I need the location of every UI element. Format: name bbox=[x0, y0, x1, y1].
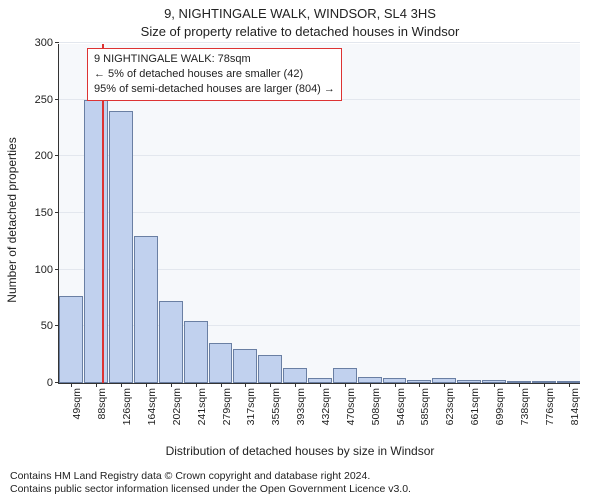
x-tick-mark bbox=[121, 383, 122, 387]
histogram-bar bbox=[84, 100, 108, 383]
x-tick-mark bbox=[270, 383, 271, 387]
chart-title: 9, NIGHTINGALE WALK, WINDSOR, SL4 3HS bbox=[0, 6, 600, 21]
x-tick-mark bbox=[295, 383, 296, 387]
gridline bbox=[59, 212, 580, 213]
footer-text: Contains HM Land Registry data © Crown c… bbox=[10, 470, 411, 496]
y-tick-label: 50 bbox=[41, 320, 53, 332]
footer-line2: Contains public sector information licen… bbox=[10, 483, 411, 496]
x-tick-label: 88sqm bbox=[96, 388, 108, 420]
x-tick-label: 776sqm bbox=[544, 388, 556, 425]
x-tick-label: 699sqm bbox=[494, 388, 506, 425]
x-tick-mark bbox=[71, 383, 72, 387]
histogram-bar bbox=[333, 368, 357, 383]
gridline bbox=[59, 42, 580, 43]
x-tick-mark bbox=[494, 383, 495, 387]
x-tick-mark bbox=[469, 383, 470, 387]
x-tick-label: 508sqm bbox=[370, 388, 382, 425]
x-tick-mark bbox=[96, 383, 97, 387]
x-tick-mark bbox=[320, 383, 321, 387]
histogram-bar bbox=[283, 368, 307, 383]
x-tick-mark bbox=[221, 383, 222, 387]
y-tick-label: 300 bbox=[35, 37, 53, 49]
histogram-bar bbox=[233, 349, 257, 383]
x-axis-label: Distribution of detached houses by size … bbox=[0, 444, 600, 458]
histogram-bar bbox=[59, 296, 83, 383]
histogram-bar bbox=[134, 236, 158, 383]
plot-area: 05010015020025030049sqm88sqm126sqm164sqm… bbox=[58, 44, 580, 384]
x-tick-label: 470sqm bbox=[345, 388, 357, 425]
chart-subtitle: Size of property relative to detached ho… bbox=[0, 24, 600, 39]
y-tick-mark bbox=[55, 99, 59, 100]
x-tick-label: 279sqm bbox=[221, 388, 233, 425]
histogram-bar bbox=[209, 343, 233, 383]
x-tick-mark bbox=[196, 383, 197, 387]
x-tick-label: 317sqm bbox=[245, 388, 257, 425]
x-tick-label: 623sqm bbox=[444, 388, 456, 425]
x-tick-label: 164sqm bbox=[146, 388, 158, 425]
x-tick-label: 202sqm bbox=[171, 388, 183, 425]
y-tick-mark bbox=[55, 325, 59, 326]
x-tick-mark bbox=[345, 383, 346, 387]
annotation-line2: ← 5% of detached houses are smaller (42) bbox=[94, 67, 335, 82]
x-tick-mark bbox=[419, 383, 420, 387]
x-tick-label: 432sqm bbox=[320, 388, 332, 425]
x-tick-label: 814sqm bbox=[569, 388, 581, 425]
y-tick-mark bbox=[55, 269, 59, 270]
y-tick-mark bbox=[55, 155, 59, 156]
x-tick-label: 546sqm bbox=[395, 388, 407, 425]
y-tick-mark bbox=[55, 42, 59, 43]
x-tick-mark bbox=[544, 383, 545, 387]
x-tick-label: 738sqm bbox=[519, 388, 531, 425]
chart-container: 9, NIGHTINGALE WALK, WINDSOR, SL4 3HS Si… bbox=[0, 0, 600, 500]
y-axis-label: Number of detached properties bbox=[5, 137, 19, 302]
annotation-box: 9 NIGHTINGALE WALK: 78sqm ← 5% of detach… bbox=[87, 48, 342, 101]
histogram-bar bbox=[109, 111, 133, 383]
y-tick-label: 100 bbox=[35, 264, 53, 276]
annotation-line1: 9 NIGHTINGALE WALK: 78sqm bbox=[94, 52, 335, 67]
histogram-bar bbox=[159, 301, 183, 383]
annotation-line3: 95% of semi-detached houses are larger (… bbox=[94, 82, 335, 97]
x-tick-mark bbox=[444, 383, 445, 387]
histogram-bar bbox=[184, 321, 208, 383]
x-tick-mark bbox=[370, 383, 371, 387]
y-tick-label: 150 bbox=[35, 207, 53, 219]
x-tick-label: 585sqm bbox=[419, 388, 431, 425]
gridline bbox=[59, 155, 580, 156]
x-tick-label: 126sqm bbox=[121, 388, 133, 425]
x-tick-label: 661sqm bbox=[469, 388, 481, 425]
x-tick-label: 241sqm bbox=[196, 388, 208, 425]
histogram-bar bbox=[258, 355, 282, 383]
x-tick-mark bbox=[245, 383, 246, 387]
x-tick-mark bbox=[395, 383, 396, 387]
footer-line1: Contains HM Land Registry data © Crown c… bbox=[10, 470, 411, 483]
y-tick-mark bbox=[55, 212, 59, 213]
y-tick-label: 0 bbox=[47, 377, 53, 389]
x-tick-label: 49sqm bbox=[71, 388, 83, 420]
x-tick-mark bbox=[569, 383, 570, 387]
x-tick-mark bbox=[171, 383, 172, 387]
x-tick-label: 355sqm bbox=[270, 388, 282, 425]
y-tick-mark bbox=[55, 382, 59, 383]
y-tick-label: 250 bbox=[35, 94, 53, 106]
x-tick-mark bbox=[519, 383, 520, 387]
x-tick-label: 393sqm bbox=[295, 388, 307, 425]
y-tick-label: 200 bbox=[35, 150, 53, 162]
x-tick-mark bbox=[146, 383, 147, 387]
